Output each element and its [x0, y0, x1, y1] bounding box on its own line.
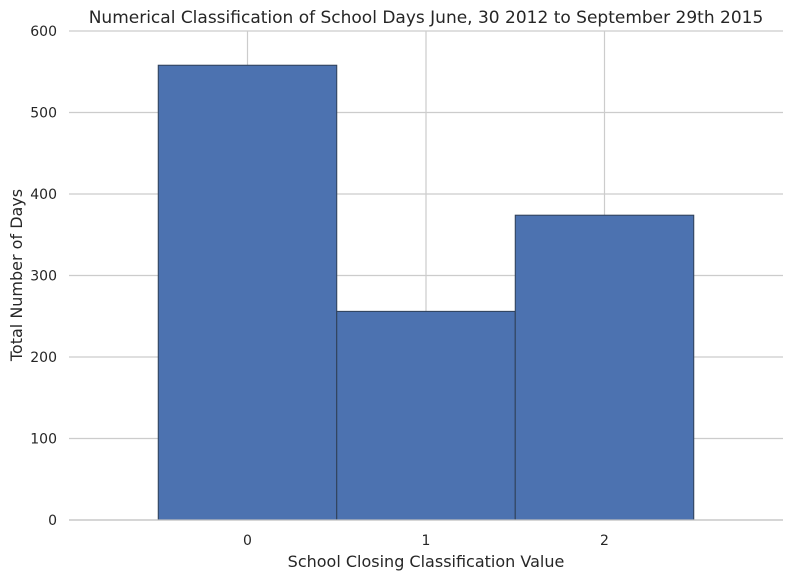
y-tick-labels: 0 100 200 300 400 500 600: [30, 24, 57, 529]
y-axis-label: Total Number of Days: [7, 189, 26, 362]
y-tick-label: 300: [30, 269, 57, 285]
x-tick-label: 2: [600, 533, 609, 549]
y-tick-label: 100: [30, 432, 57, 448]
x-tick-label: 1: [422, 533, 431, 549]
x-tick-labels: 0 1 2: [243, 533, 609, 549]
y-tick-label: 200: [30, 350, 57, 366]
y-tick-label: 400: [30, 187, 57, 203]
bar-0: [157, 64, 338, 521]
y-tick-label: 500: [30, 106, 57, 122]
y-tick-label: 0: [48, 513, 57, 529]
bar-2: [514, 214, 695, 521]
bar-1: [336, 310, 516, 521]
x-tick-label: 0: [243, 533, 252, 549]
bars: [157, 64, 695, 521]
chart-title: Numerical Classification of School Days …: [89, 8, 764, 28]
x-axis-label: School Closing Classification Value: [288, 552, 565, 571]
y-tick-label: 600: [30, 24, 57, 40]
